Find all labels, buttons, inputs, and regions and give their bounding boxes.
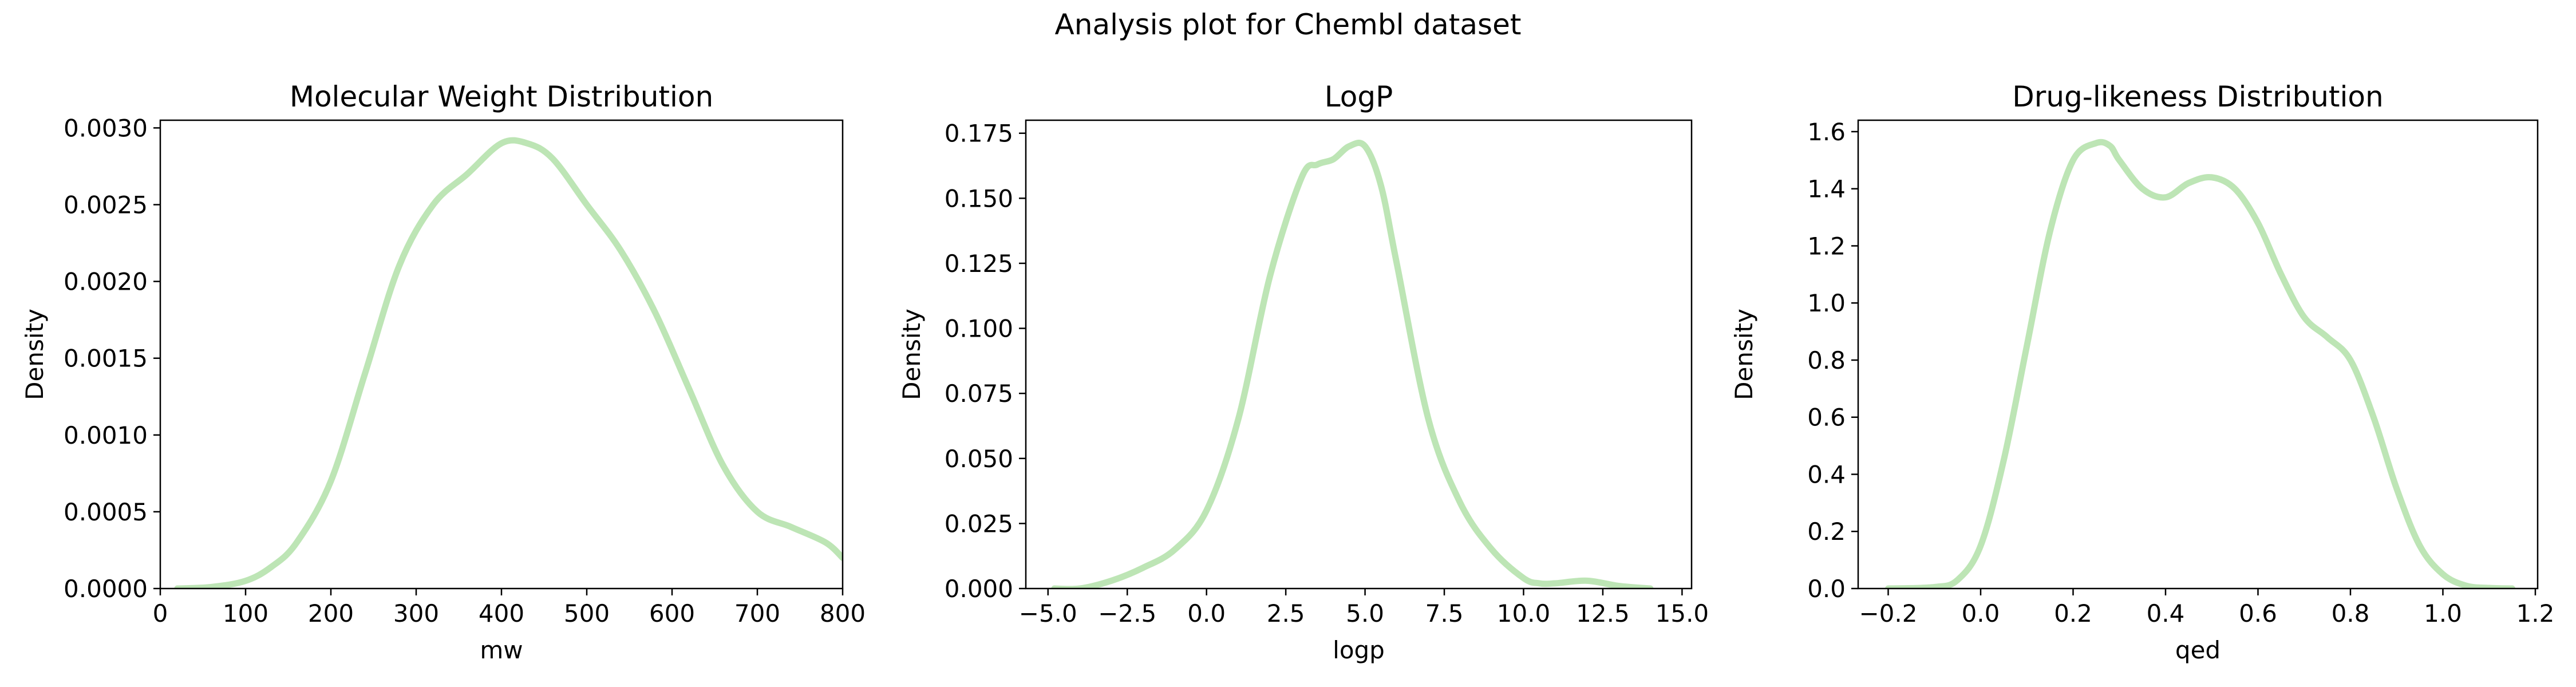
y-tick-label: 0.8: [1807, 346, 1846, 374]
y-tick-label: 0.0005: [64, 498, 148, 526]
axes-frame: [1857, 119, 2539, 590]
x-axis-label: qed: [2175, 636, 2221, 664]
y-tick-label: 1.6: [1807, 118, 1846, 146]
y-tick-label: 0.100: [945, 315, 1013, 343]
x-tick-label: 1.2: [2516, 599, 2555, 627]
y-tick-label: 0.6: [1807, 404, 1846, 432]
x-tick-label: 300: [393, 599, 439, 627]
y-tick-label: 0.0: [1807, 575, 1846, 603]
y-tick-label: 1.2: [1807, 232, 1846, 260]
x-tick-label: 0.0: [1962, 599, 2000, 627]
x-tick-label: 0.0: [1187, 599, 1226, 627]
y-tick-label: 0.025: [945, 510, 1013, 538]
y-axis-label: Density: [21, 309, 49, 400]
density-curve-1: [174, 137, 843, 589]
y-tick-label: 0.050: [945, 445, 1013, 473]
y-axis-label: Density: [898, 309, 926, 400]
x-tick-label: 800: [820, 599, 866, 627]
x-tick-label: 500: [564, 599, 610, 627]
x-tick-label: 10.0: [1497, 599, 1551, 627]
figure-suptitle: Analysis plot for Chembl dataset: [1055, 8, 1522, 41]
plot-panel-3: −0.2 0.0 0.2 0.4 0.6 0.8 1.0 1.2 0.0 0.2 0.4 0.6 0.8…: [1730, 80, 2554, 664]
x-tick-label: 0.2: [2054, 599, 2092, 627]
x-axis-label: mw: [480, 636, 523, 664]
axes-frame: [1025, 119, 1693, 590]
x-tick-label: 600: [649, 599, 695, 627]
x-tick-label: 400: [479, 599, 524, 627]
y-tick-label: 0.0010: [64, 421, 148, 449]
x-tick-label: 0.8: [2332, 599, 2370, 627]
plot-panel-2: −5.0 −2.5 0.0 2.5 5.0 7.5 10.0 12.5 15.0 0.000 0.0…: [898, 80, 1709, 664]
x-tick-label: 5.0: [1346, 599, 1384, 627]
x-axis-label: logp: [1333, 636, 1385, 664]
x-tick-label: −0.2: [1859, 599, 1917, 627]
plot-title: LogP: [1325, 80, 1393, 113]
plots-container: 0 100 200 300 400 500 600 700 800 0.0000 0.0005 0.0…: [21, 80, 2554, 664]
x-tick-label: 0: [153, 599, 168, 627]
density-curve-3: [1884, 139, 2516, 589]
density-curve-2: [1051, 139, 1654, 589]
y-tick-label: 0.0000: [64, 575, 148, 603]
x-tick-label: 100: [223, 599, 268, 627]
x-tick-label: −5.0: [1019, 599, 1077, 627]
y-tick-label: 1.4: [1807, 175, 1846, 203]
y-axis-label: Density: [1730, 309, 1758, 400]
plot-title: Drug-likeness Distribution: [2012, 80, 2383, 113]
y-tick-label: 0.150: [945, 184, 1013, 212]
y-tick-label: 0.075: [945, 380, 1013, 408]
x-tick-label: −2.5: [1098, 599, 1156, 627]
y-tick-label: 0.0015: [64, 345, 148, 373]
y-tick-label: 0.0030: [64, 114, 148, 142]
y-tick-label: 0.0020: [64, 268, 148, 296]
x-tick-label: 12.5: [1576, 599, 1630, 627]
plot-title: Molecular Weight Distribution: [290, 80, 713, 113]
axes-frame: [159, 119, 844, 590]
x-tick-label: 200: [308, 599, 354, 627]
y-tick-label: 0.175: [945, 120, 1013, 148]
x-tick-label: 0.6: [2239, 599, 2277, 627]
x-tick-label: 7.5: [1425, 599, 1464, 627]
x-tick-label: 2.5: [1267, 599, 1305, 627]
plot-panel-1: 0 100 200 300 400 500 600 700 800 0.0000 0.0005 0.0…: [21, 80, 866, 664]
y-tick-label: 0.0025: [64, 191, 148, 219]
y-tick-label: 0.2: [1807, 518, 1846, 546]
y-tick-label: 0.000: [945, 575, 1013, 603]
y-tick-label: 1.0: [1807, 289, 1846, 317]
y-tick-label: 0.125: [945, 250, 1013, 278]
x-tick-label: 0.4: [2147, 599, 2185, 627]
y-tick-label: 0.4: [1807, 460, 1846, 488]
x-tick-label: 1.0: [2424, 599, 2462, 627]
x-tick-label: 15.0: [1656, 599, 1709, 627]
x-tick-label: 700: [734, 599, 780, 627]
